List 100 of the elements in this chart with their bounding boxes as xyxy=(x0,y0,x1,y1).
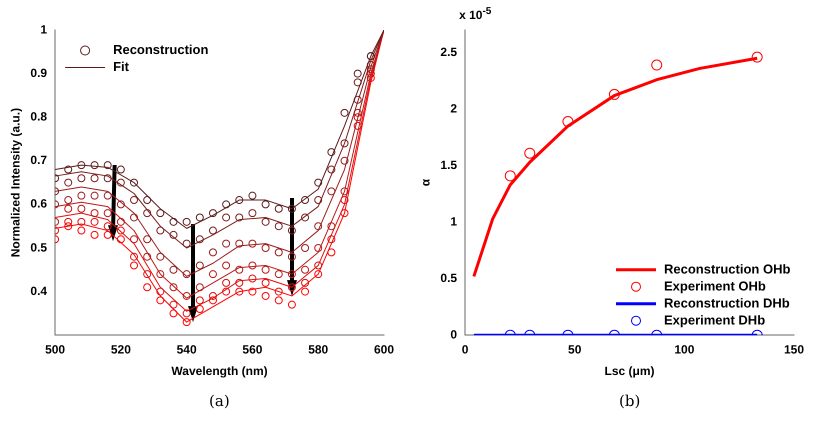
point xyxy=(327,222,336,230)
x-axis-title: Lsc (μm) xyxy=(604,364,655,378)
point xyxy=(64,166,72,174)
point xyxy=(130,261,138,270)
point xyxy=(90,218,99,226)
point xyxy=(116,178,125,187)
legend-label: Reconstruction DHb xyxy=(664,295,790,310)
point xyxy=(116,200,125,208)
text: (b) xyxy=(619,392,640,410)
point xyxy=(235,278,244,287)
point xyxy=(222,261,230,270)
point xyxy=(524,148,536,159)
point xyxy=(90,174,99,182)
legend-label: Reconstruction OHb xyxy=(664,261,790,276)
x-axis-title: Wavelength (nm) xyxy=(171,364,268,378)
y-tick-label: 0.4 xyxy=(30,284,48,298)
point xyxy=(169,283,178,292)
point xyxy=(182,218,191,226)
point xyxy=(314,178,322,187)
point xyxy=(248,274,256,283)
point xyxy=(366,70,375,78)
point xyxy=(274,288,283,296)
point xyxy=(504,170,516,182)
legend-label: Reconstruction xyxy=(113,42,208,58)
point xyxy=(90,192,99,200)
point xyxy=(196,305,204,314)
point xyxy=(274,248,283,256)
point xyxy=(222,278,230,287)
point xyxy=(208,292,217,300)
point xyxy=(314,270,322,278)
legend-label: Experiment OHb xyxy=(664,278,766,294)
point xyxy=(77,192,86,200)
y-axis-title: Normalized Intensity (a.u.) xyxy=(8,108,23,258)
point xyxy=(262,244,270,252)
point xyxy=(235,196,244,204)
point xyxy=(248,261,256,270)
legend-label: Experiment DHb xyxy=(664,312,766,328)
point xyxy=(130,196,138,204)
point xyxy=(104,161,112,170)
point xyxy=(327,166,336,174)
point xyxy=(235,288,244,296)
point xyxy=(208,248,217,256)
point xyxy=(64,204,72,213)
point xyxy=(77,204,86,213)
point xyxy=(340,196,349,204)
point xyxy=(340,187,349,196)
point xyxy=(327,148,336,156)
point xyxy=(301,196,310,204)
point xyxy=(143,235,152,244)
point xyxy=(651,60,662,71)
point xyxy=(274,270,283,278)
y-tick-label: 0.6 xyxy=(30,196,48,211)
point xyxy=(314,222,322,230)
point xyxy=(248,209,256,218)
point xyxy=(208,296,217,304)
x-tick-label: 520 xyxy=(110,342,132,357)
point xyxy=(262,200,270,208)
x-tick-label: 500 xyxy=(45,342,66,357)
point xyxy=(262,218,270,226)
point xyxy=(90,209,99,218)
point xyxy=(222,240,230,248)
point xyxy=(288,226,296,235)
point xyxy=(169,309,178,318)
point xyxy=(262,292,270,300)
point xyxy=(354,113,362,122)
point xyxy=(196,283,204,292)
point xyxy=(182,270,191,278)
y-axis-title: α xyxy=(418,178,433,186)
point xyxy=(752,52,763,63)
point xyxy=(169,266,178,274)
x-tick-label: 100 xyxy=(674,342,695,357)
point xyxy=(77,161,86,170)
y-tick-label: 0.7 xyxy=(30,153,48,168)
point xyxy=(366,65,375,74)
point xyxy=(196,213,204,222)
x-tick-label: 0 xyxy=(462,342,469,357)
point xyxy=(274,222,283,230)
point xyxy=(288,252,296,261)
point xyxy=(130,235,138,244)
point xyxy=(77,226,86,235)
point xyxy=(354,122,362,130)
x-tick-label: 560 xyxy=(242,342,263,357)
point xyxy=(169,300,178,309)
point xyxy=(301,244,310,252)
point xyxy=(366,74,375,82)
point xyxy=(288,270,296,278)
point xyxy=(64,218,72,226)
point xyxy=(143,209,152,218)
point xyxy=(366,60,375,69)
point xyxy=(143,252,152,261)
point xyxy=(143,270,152,278)
point xyxy=(143,196,152,204)
point xyxy=(64,196,72,204)
point xyxy=(248,192,256,200)
y-tick-label: 0.5 xyxy=(30,240,48,254)
point xyxy=(248,288,256,296)
point xyxy=(262,278,270,287)
point xyxy=(130,213,138,222)
point xyxy=(116,166,125,174)
point xyxy=(104,192,112,200)
